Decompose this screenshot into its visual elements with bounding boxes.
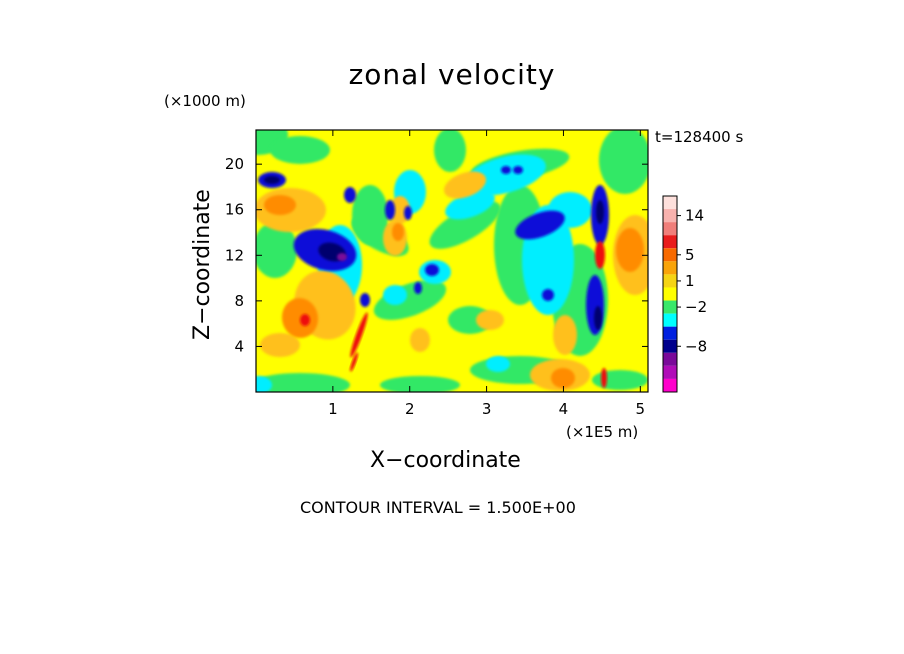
plot-frame xyxy=(255,129,649,393)
colorbar-swatch xyxy=(663,352,677,366)
dark_orange-region xyxy=(551,368,575,388)
x-axis-unit: (×1E5 m) xyxy=(566,423,639,441)
blue-region xyxy=(360,293,370,307)
blue-region xyxy=(513,166,523,174)
cyan-region xyxy=(486,356,510,372)
x-axis-ticks: 1 2 3 4 5 xyxy=(328,130,645,418)
x-tick-label: 3 xyxy=(482,400,492,418)
colorbar-swatch xyxy=(663,339,677,353)
red-region xyxy=(350,352,358,372)
velocity-field xyxy=(256,130,648,392)
contour-interval-text: CONTOUR INTERVAL = 1.500E+00 xyxy=(300,498,576,517)
colorbar-tick-label: 5 xyxy=(685,246,695,264)
blue-region xyxy=(404,206,412,220)
green-region xyxy=(256,222,297,278)
colorbar-swatch xyxy=(663,365,677,379)
colorbar-swatch xyxy=(663,326,677,340)
y-axis-unit: (×1000 m) xyxy=(164,92,246,110)
blue-region xyxy=(586,275,604,335)
green-region xyxy=(380,376,460,392)
colorbar-swatch xyxy=(663,274,677,288)
green-region xyxy=(599,130,648,194)
red-region xyxy=(595,241,605,269)
y-tick-label: 4 xyxy=(234,337,244,355)
colorbar-tick-label: −2 xyxy=(685,298,707,316)
x-tick-label: 2 xyxy=(405,400,415,418)
red-region xyxy=(350,312,368,358)
navy-region xyxy=(596,200,604,224)
green-region xyxy=(270,136,330,164)
x-tick-label: 5 xyxy=(636,400,646,418)
y-axis-ticks: 4 8 12 16 20 xyxy=(225,155,648,355)
colorbar-swatch xyxy=(663,235,677,249)
orange-region xyxy=(260,333,300,357)
blue-region xyxy=(385,200,395,220)
green-region xyxy=(429,201,501,249)
colorbar-swatch xyxy=(663,378,677,392)
colorbar-swatch xyxy=(663,287,677,301)
orange-region xyxy=(476,310,504,330)
cyan-region xyxy=(256,376,272,392)
y-tick-label: 16 xyxy=(225,201,244,219)
blue-region xyxy=(542,289,554,301)
blue-region xyxy=(425,264,439,276)
y-tick-label: 20 xyxy=(225,155,244,173)
navy-region xyxy=(594,306,602,330)
green-region xyxy=(373,280,447,320)
colorbar-swatch xyxy=(663,209,677,223)
colorbar-frame xyxy=(662,195,678,393)
dark_orange-region xyxy=(616,228,644,272)
colorbar: 14 5 1 −2 −8 xyxy=(662,195,707,393)
colorbar-tick-label: 14 xyxy=(685,207,704,225)
chart-title: zonal velocity xyxy=(348,58,556,91)
blue-region xyxy=(344,187,356,203)
purple-region xyxy=(337,253,347,261)
cyan-region xyxy=(383,285,407,305)
x-axis-label: X−coordinate xyxy=(370,448,521,473)
colorbar-tick-label: 1 xyxy=(685,272,695,290)
red-region xyxy=(300,314,310,326)
colorbar-swatch xyxy=(663,248,677,262)
dark_orange-region xyxy=(264,195,296,215)
y-tick-label: 8 xyxy=(234,292,244,310)
colorbar-swatch xyxy=(663,196,677,210)
orange-region xyxy=(443,171,487,199)
blue-region xyxy=(414,282,422,294)
dark_orange-region xyxy=(392,223,404,241)
green-region xyxy=(352,185,388,245)
colorbar-swatch xyxy=(663,261,677,275)
orange-region xyxy=(553,315,577,355)
colorbar-tick-label: −8 xyxy=(685,337,707,355)
cyan-region xyxy=(503,157,527,169)
green-region xyxy=(592,370,648,390)
y-tick-label: 12 xyxy=(225,246,244,264)
green-region xyxy=(256,130,288,155)
navy-region xyxy=(264,176,280,184)
colorbar-swatch xyxy=(663,313,677,327)
time-label: t=128400 s xyxy=(655,128,744,146)
green-region xyxy=(434,130,466,172)
orange-region xyxy=(410,328,430,352)
colorbar-swatch xyxy=(663,222,677,236)
green-region xyxy=(256,373,350,392)
dark_orange-region xyxy=(281,298,319,338)
colorbar-swatch xyxy=(663,300,677,314)
x-tick-label: 1 xyxy=(328,400,338,418)
blue-region xyxy=(501,166,511,174)
red-region xyxy=(601,368,607,388)
blue-region xyxy=(515,210,565,240)
x-tick-label: 4 xyxy=(559,400,569,418)
